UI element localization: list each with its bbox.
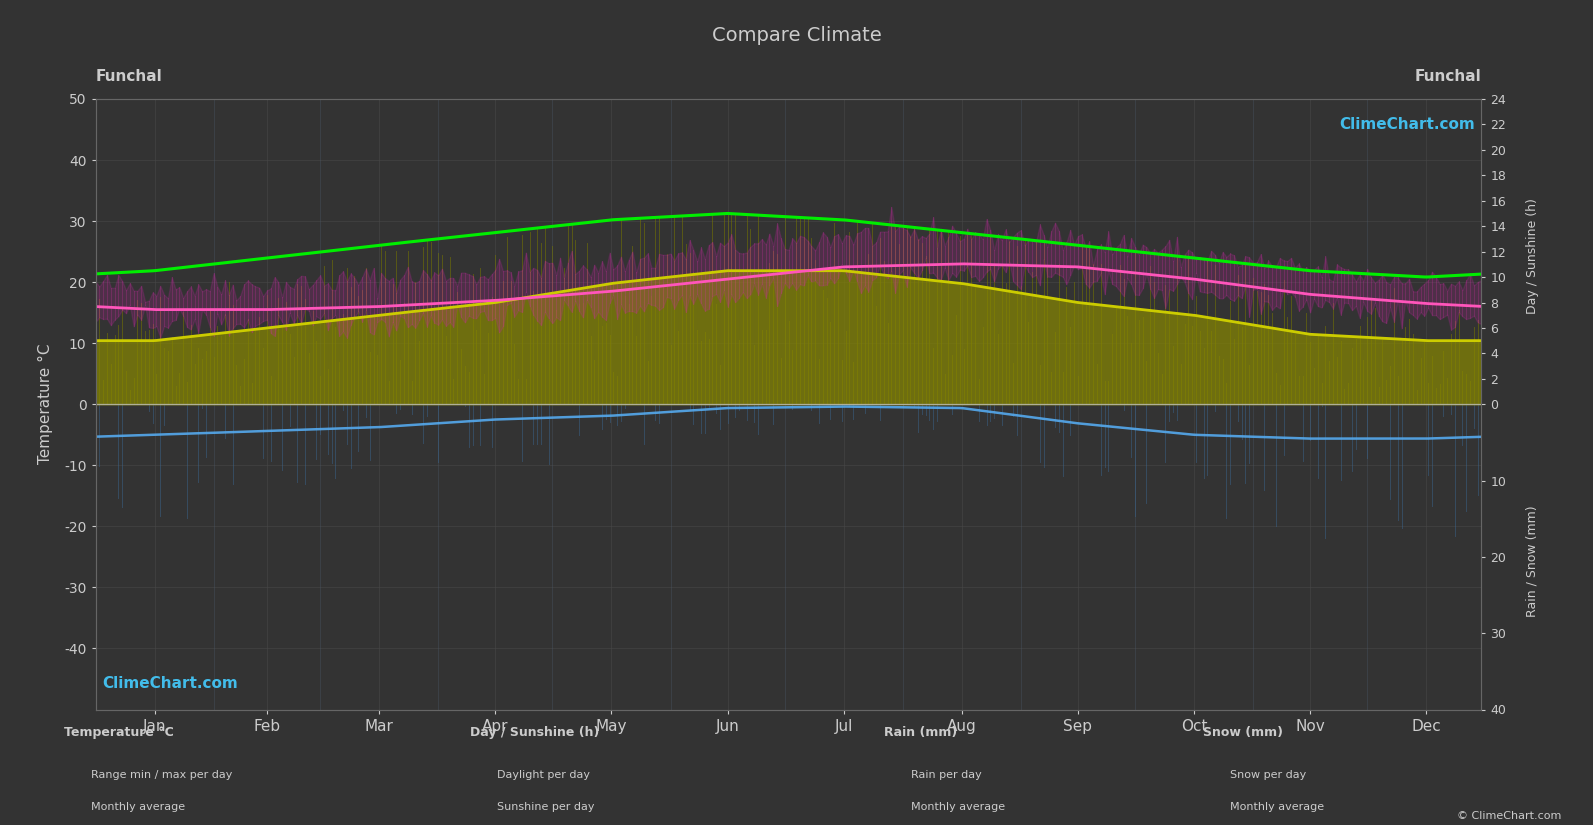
Text: Daylight per day: Daylight per day	[497, 771, 589, 780]
Y-axis label: Temperature °C: Temperature °C	[38, 344, 53, 464]
Text: ClimeChart.com: ClimeChart.com	[102, 676, 239, 691]
Text: Funchal: Funchal	[1415, 68, 1481, 84]
Text: Compare Climate: Compare Climate	[712, 26, 881, 45]
Text: Rain per day: Rain per day	[911, 771, 981, 780]
Text: Monthly average: Monthly average	[1230, 802, 1324, 812]
Text: Rain (mm): Rain (mm)	[884, 726, 957, 739]
Text: Monthly average: Monthly average	[91, 802, 185, 812]
Text: Snow (mm): Snow (mm)	[1203, 726, 1282, 739]
Text: Sunshine per day: Sunshine per day	[497, 802, 594, 812]
Text: Temperature °C: Temperature °C	[64, 726, 174, 739]
Text: © ClimeChart.com: © ClimeChart.com	[1456, 811, 1561, 821]
Text: Day / Sunshine (h): Day / Sunshine (h)	[1526, 198, 1539, 314]
Text: Monthly average: Monthly average	[911, 802, 1005, 812]
Text: ClimeChart.com: ClimeChart.com	[1338, 117, 1475, 132]
Text: Day / Sunshine (h): Day / Sunshine (h)	[470, 726, 599, 739]
Text: Rain / Snow (mm): Rain / Snow (mm)	[1526, 505, 1539, 617]
Text: Snow per day: Snow per day	[1230, 771, 1306, 780]
Text: Range min / max per day: Range min / max per day	[91, 771, 233, 780]
Text: Funchal: Funchal	[96, 68, 162, 84]
